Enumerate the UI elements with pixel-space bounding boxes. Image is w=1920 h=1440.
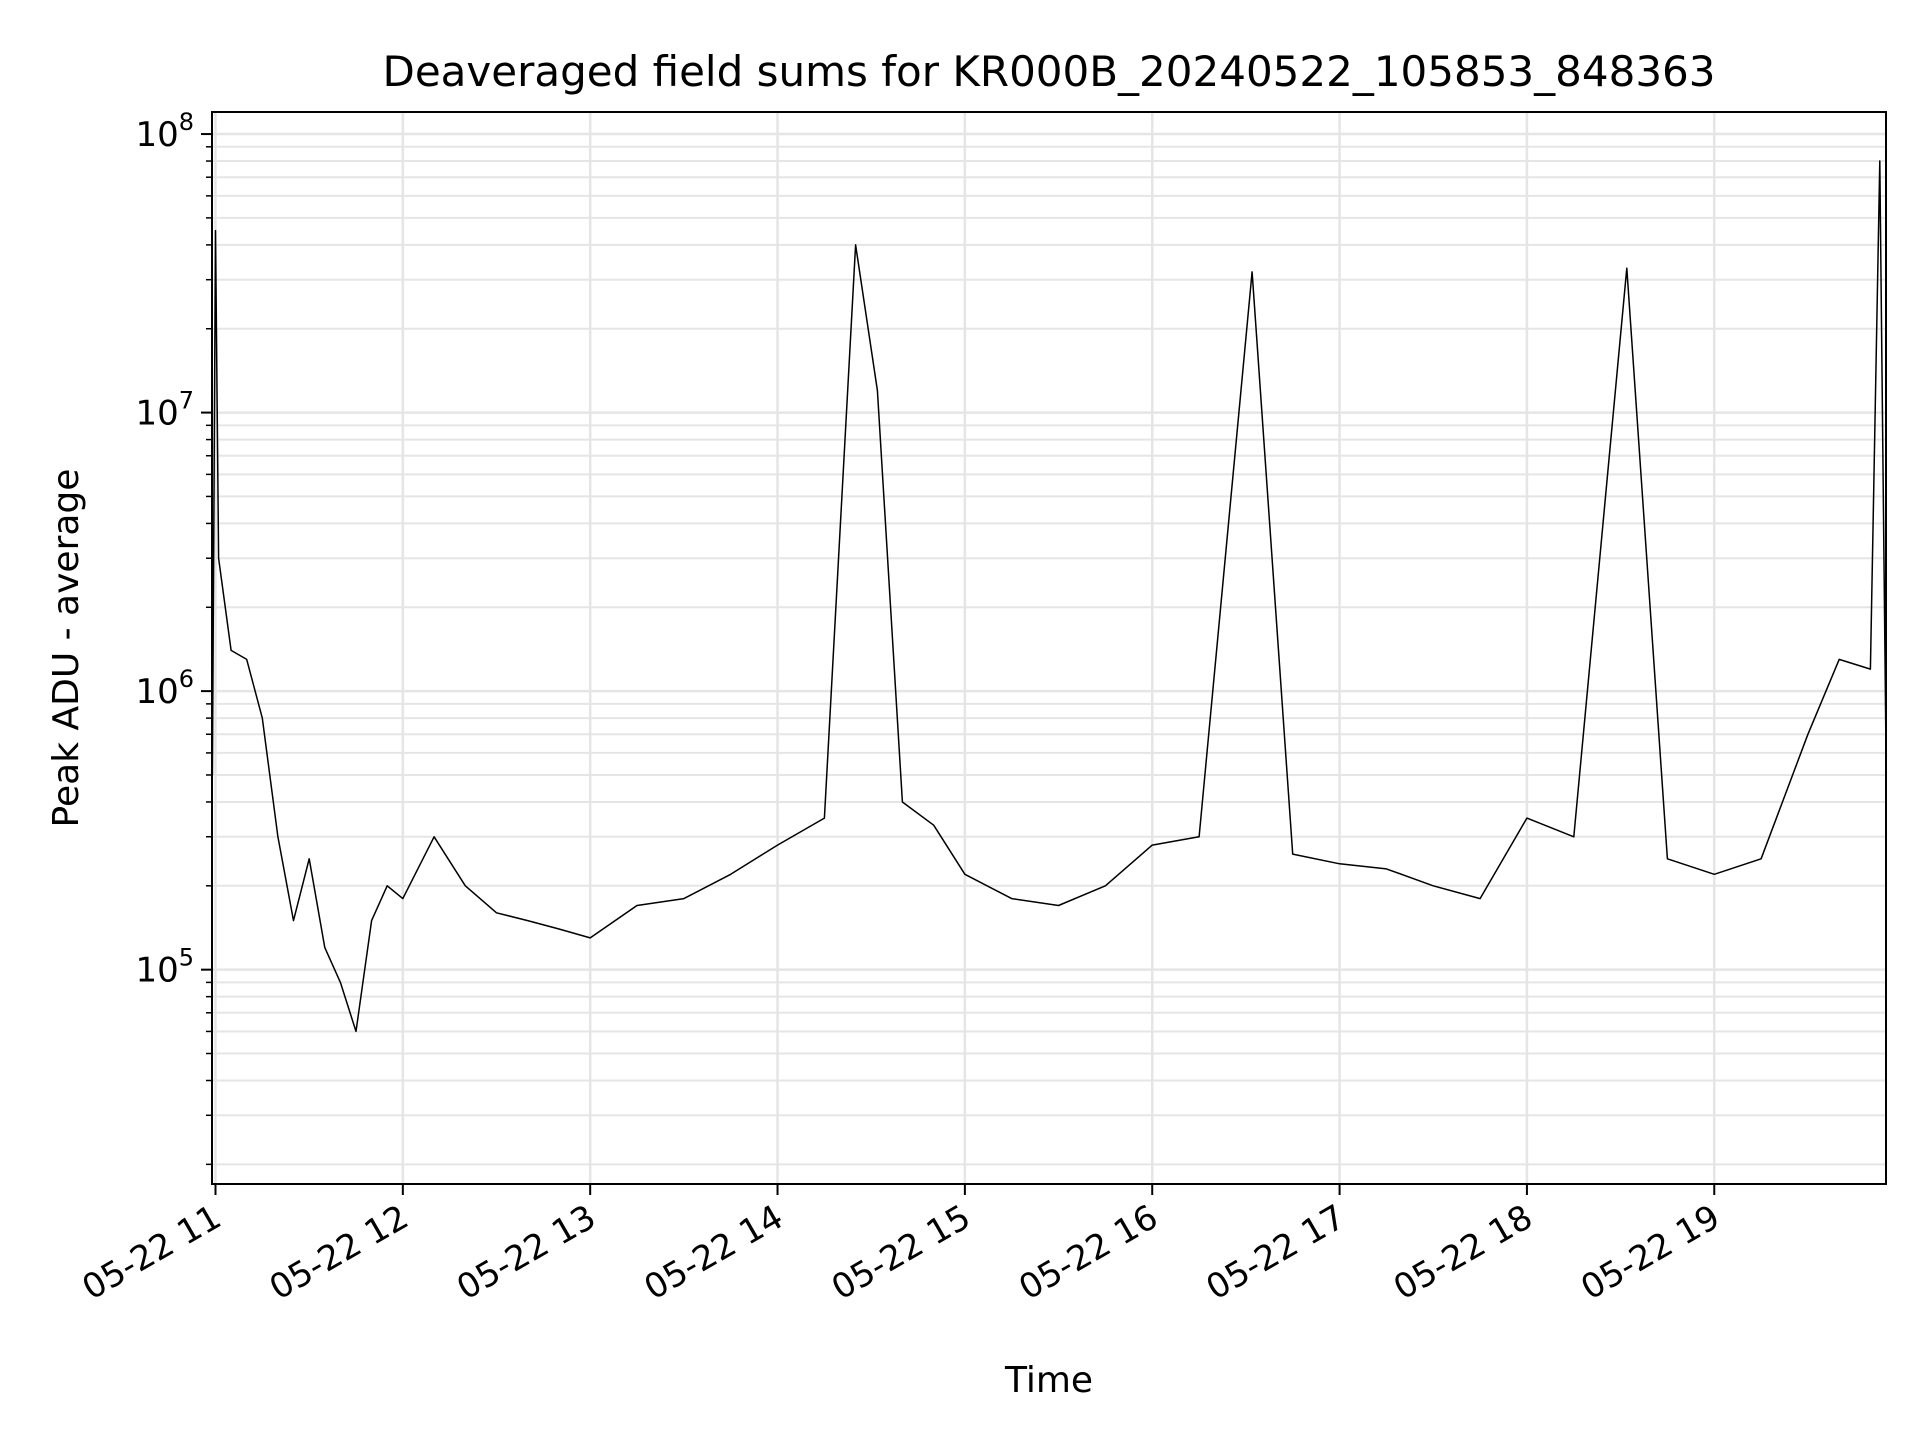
y-tick-label-exponent: 8 [179,108,194,136]
y-tick-label-exponent: 5 [179,944,194,972]
y-axis-label: Peak ADU - average [46,469,87,828]
series-layer [211,160,1887,1033]
y-tick-label: 105 [135,944,194,991]
y-tick-label-exponent: 6 [179,665,194,693]
y-tick-label: 108 [135,108,194,155]
grid-layer [212,112,1886,1184]
y-tick-label-base: 10 [135,672,178,712]
y-tick-label-base: 10 [135,115,178,155]
y-tick-label-exponent: 7 [179,387,194,415]
plot-frame [211,111,1887,1185]
y-tick-label-base: 10 [135,394,178,434]
series-line [211,160,1887,1033]
y-tick-label: 106 [135,665,194,712]
x-axis-label: Time [1004,1360,1093,1401]
chart-title: Deaveraged field sums for KR000B_2024052… [383,47,1716,96]
y-tick-label: 107 [135,387,194,434]
y-tick-label-base: 10 [135,951,178,991]
